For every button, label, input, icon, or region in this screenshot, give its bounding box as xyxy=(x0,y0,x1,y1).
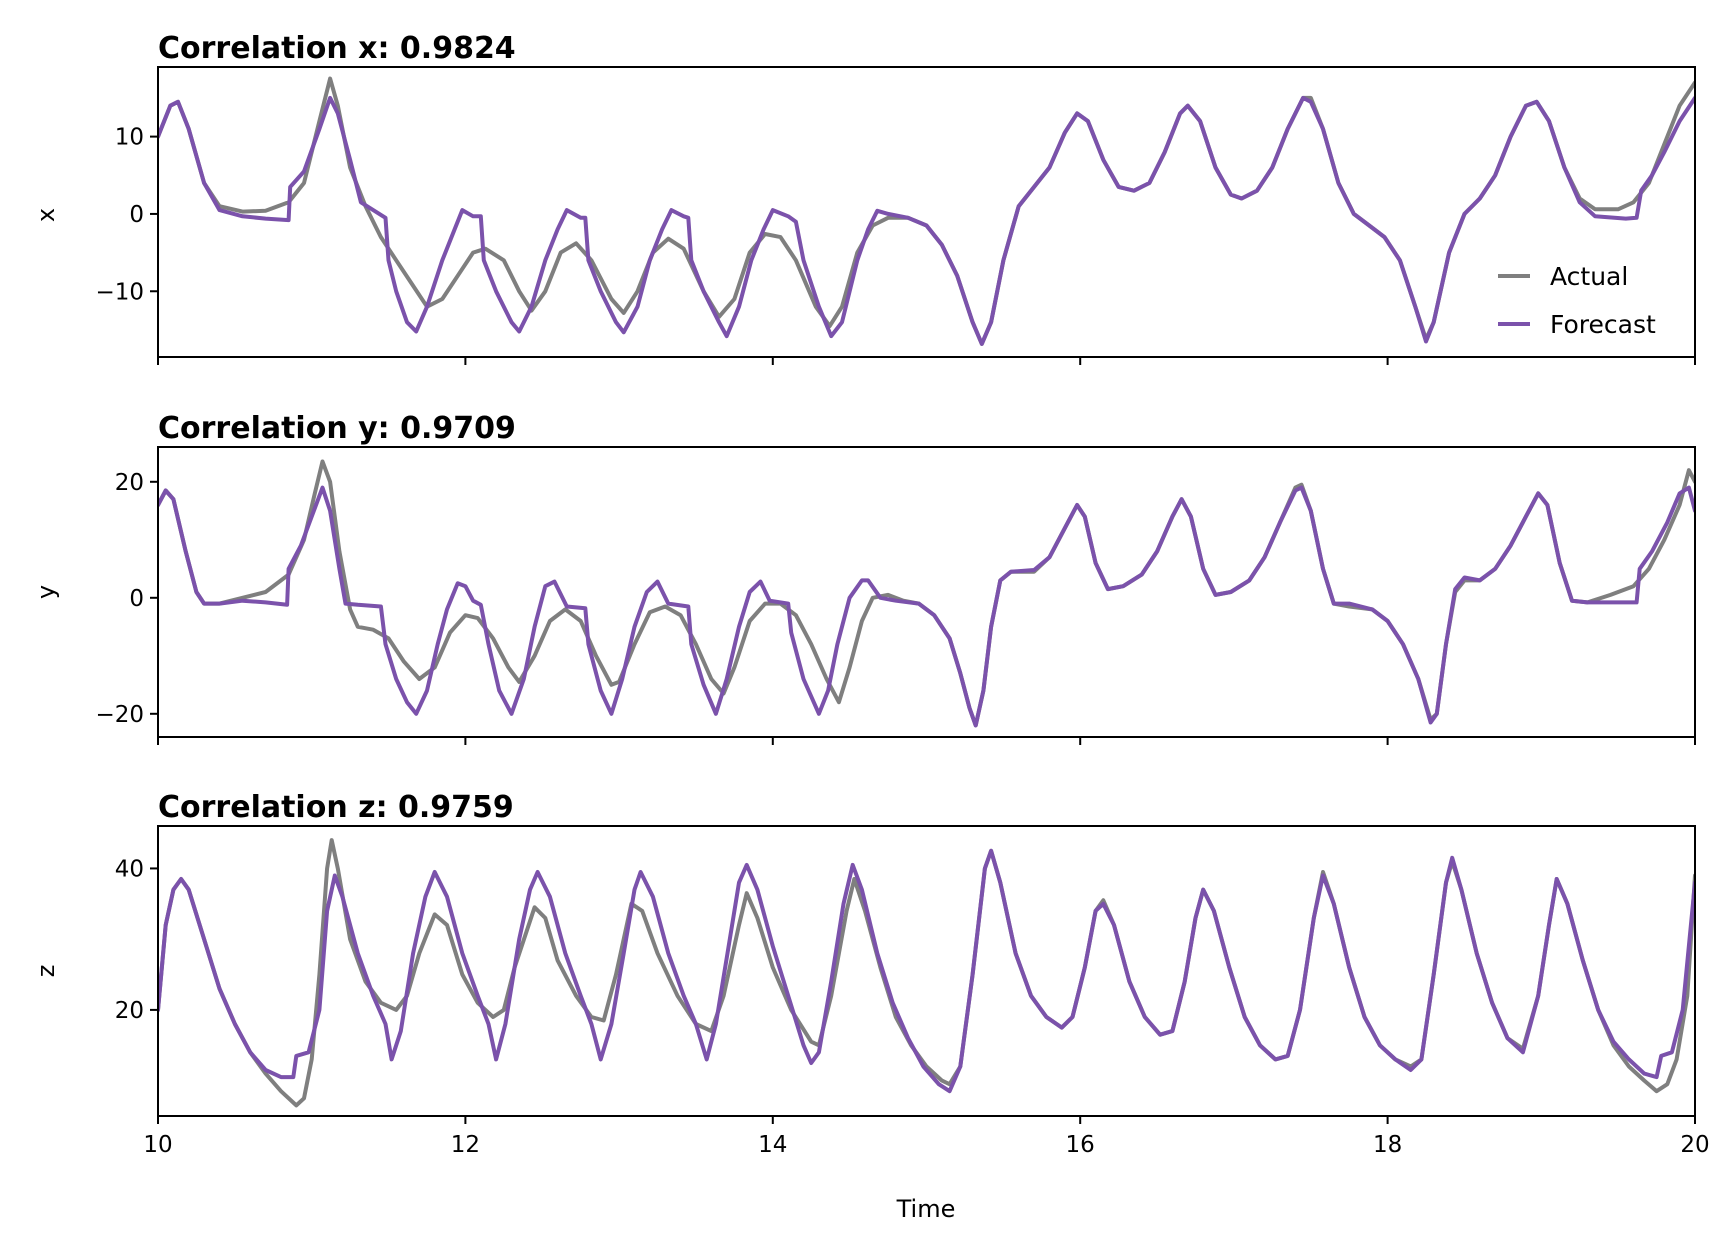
x-tick-label: 10 xyxy=(143,1132,172,1158)
y-tick-label: −10 xyxy=(95,279,144,305)
x-tick-label: 20 xyxy=(1680,1132,1709,1158)
subplot-y: Correlation y: 0.9709 y 20 0 −20 xyxy=(32,411,1696,745)
y-axis-label: z xyxy=(32,965,60,978)
legend-label-actual: Actual xyxy=(1550,262,1628,291)
series-line-forecast xyxy=(158,95,1695,346)
x-tick-label: 14 xyxy=(758,1132,787,1158)
subplot-z: Correlation z: 0.9759 z Time 40 20 10 12 14 1… xyxy=(32,790,1710,1223)
series-line-actual xyxy=(158,459,1695,728)
y-tick-label: 20 xyxy=(115,470,144,496)
subplot-x: Correlation x: 0.9824 x 10 0 −10 xyxy=(32,31,1696,365)
series-line-forecast xyxy=(158,485,1695,728)
series-line-actual xyxy=(158,838,1695,1108)
x-tick-label: 18 xyxy=(1373,1132,1402,1158)
y-tick-label: 0 xyxy=(129,202,144,228)
plot-frame xyxy=(157,446,1696,738)
subplot-title: Correlation y: 0.9709 xyxy=(158,411,516,446)
x-tick-label: 16 xyxy=(1066,1132,1095,1158)
y-axis-label: y xyxy=(32,585,60,599)
x-tick-label: 12 xyxy=(451,1132,480,1158)
y-tick-label: 40 xyxy=(115,856,144,882)
y-tick-label: −20 xyxy=(95,702,144,728)
legend-label-forecast: Forecast xyxy=(1550,310,1656,339)
plot-frame xyxy=(157,825,1696,1117)
x-axis-label: Time xyxy=(896,1195,956,1223)
subplot-title: Correlation z: 0.9759 xyxy=(158,790,514,825)
series-line-forecast xyxy=(158,848,1695,1094)
y-tick-label: 0 xyxy=(129,586,144,612)
plot-frame xyxy=(157,66,1696,358)
y-tick-label: 10 xyxy=(115,125,144,151)
y-tick-label: 20 xyxy=(115,998,144,1024)
subplot-title: Correlation x: 0.9824 xyxy=(158,31,516,66)
y-axis-label: x xyxy=(32,208,60,222)
legend: Actual Forecast xyxy=(1498,262,1656,339)
